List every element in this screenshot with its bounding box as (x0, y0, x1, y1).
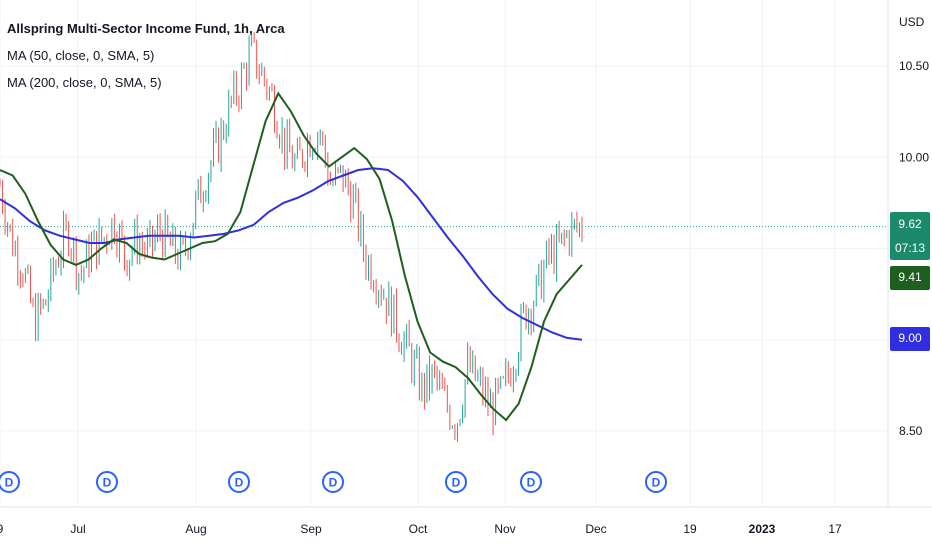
ma200-tag-bg (890, 327, 930, 351)
time-tick-label: 19 (683, 522, 697, 536)
price-tick-label: 10.50 (899, 59, 929, 73)
last-price-tag: 9.62 (898, 217, 922, 231)
grid (0, 0, 932, 508)
time-tick-label: Dec (585, 522, 606, 536)
dividend-icon (520, 471, 542, 493)
dividend-marker[interactable]: D (96, 471, 118, 493)
ma50-line (0, 91, 583, 422)
dividend-icon (445, 471, 467, 493)
ma50-tag-bg (890, 266, 930, 290)
dividend-marker[interactable]: D (228, 471, 250, 493)
dividend-label: D (527, 476, 536, 490)
time-tick-label: Sep (300, 522, 322, 536)
time-tick-label: Aug (185, 522, 206, 536)
dividend-marker[interactable]: D (322, 471, 344, 493)
ma200-line (0, 167, 583, 341)
time-tick-label: 9 (0, 522, 4, 536)
currency-label: USD (899, 15, 925, 29)
time-tick-label: 17 (828, 522, 842, 536)
dividend-label: D (652, 476, 661, 490)
chart-title: Allspring Multi-Sector Income Fund, 1h, … (7, 21, 285, 36)
dividend-icon (0, 471, 20, 493)
dividend-icon (322, 471, 344, 493)
price-bars (0, 31, 583, 443)
ma50-legend[interactable]: MA (50, close, 0, SMA, 5) (7, 48, 154, 63)
time-tick-label: Jul (70, 522, 85, 536)
dividend-label: D (452, 476, 461, 490)
ma200-legend[interactable]: MA (200, close, 0, SMA, 5) (7, 75, 162, 90)
countdown-tag: 07:13 (895, 241, 925, 255)
dividend-marker[interactable]: D (0, 471, 20, 493)
dividend-marker[interactable]: D (520, 471, 542, 493)
dividend-icon (228, 471, 250, 493)
time-tick-label: Oct (409, 522, 428, 536)
ma50-tag: 9.41 (898, 270, 922, 284)
ma200-tag: 9.00 (898, 331, 922, 345)
legend: Allspring Multi-Sector Income Fund, 1h, … (7, 21, 285, 90)
price-tick-label: 10.00 (899, 150, 929, 164)
last-price-tag-bg (890, 212, 930, 260)
price-tick-label: 8.50 (899, 424, 923, 438)
dividend-icon (645, 471, 667, 493)
time-axis[interactable]: 9 Jul Aug Sep Oct Nov Dec 19 2023 17 (0, 522, 842, 536)
price-tags: 9.62 07:13 9.41 9.00 (890, 212, 930, 351)
dividend-label: D (235, 476, 244, 490)
dividend-label: D (5, 476, 14, 490)
dividend-marker[interactable]: D (645, 471, 667, 493)
dividend-marker[interactable]: D (445, 471, 467, 493)
dividend-icon (96, 471, 118, 493)
time-tick-label: Nov (494, 522, 515, 536)
dividend-label: D (103, 476, 112, 490)
dividend-label: D (329, 476, 338, 490)
time-tick-label: 2023 (749, 522, 776, 536)
